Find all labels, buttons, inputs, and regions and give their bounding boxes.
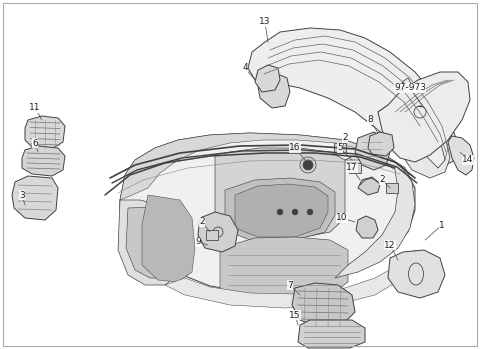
Polygon shape	[225, 178, 335, 240]
Text: 1: 1	[439, 221, 445, 230]
Circle shape	[307, 209, 313, 215]
Polygon shape	[120, 133, 415, 200]
Polygon shape	[292, 283, 355, 328]
Polygon shape	[126, 207, 178, 278]
Text: 9: 9	[195, 238, 201, 246]
Polygon shape	[220, 237, 348, 302]
Text: 10: 10	[336, 214, 348, 223]
Text: 2: 2	[199, 217, 205, 227]
Polygon shape	[388, 250, 445, 298]
Circle shape	[292, 209, 298, 215]
Polygon shape	[248, 28, 458, 168]
Polygon shape	[335, 155, 415, 278]
Text: 16: 16	[289, 143, 301, 153]
Circle shape	[277, 209, 283, 215]
Polygon shape	[358, 177, 380, 195]
Text: 15: 15	[289, 311, 301, 319]
Polygon shape	[255, 65, 280, 92]
Text: 5: 5	[337, 143, 343, 153]
Polygon shape	[257, 72, 290, 108]
Polygon shape	[206, 230, 218, 240]
Polygon shape	[22, 146, 65, 176]
Polygon shape	[378, 72, 470, 162]
Text: 3: 3	[19, 191, 25, 200]
Polygon shape	[120, 133, 415, 290]
Text: 12: 12	[384, 240, 396, 250]
Polygon shape	[386, 183, 398, 193]
Text: 7: 7	[287, 281, 293, 290]
Polygon shape	[378, 78, 450, 178]
Polygon shape	[215, 148, 345, 238]
Circle shape	[303, 160, 313, 170]
Polygon shape	[142, 195, 195, 282]
Text: 11: 11	[29, 104, 41, 112]
Polygon shape	[368, 132, 394, 156]
Polygon shape	[198, 212, 238, 252]
Polygon shape	[298, 320, 365, 348]
Polygon shape	[25, 116, 65, 150]
Text: 4: 4	[242, 64, 248, 73]
Text: 2: 2	[379, 176, 385, 185]
Polygon shape	[356, 216, 378, 238]
Polygon shape	[355, 132, 390, 170]
Polygon shape	[165, 250, 415, 308]
Text: 8: 8	[367, 116, 373, 125]
Polygon shape	[349, 163, 361, 173]
Text: 14: 14	[462, 156, 474, 164]
Polygon shape	[12, 176, 58, 220]
Text: 2: 2	[342, 134, 348, 142]
Polygon shape	[235, 184, 328, 237]
Polygon shape	[448, 136, 474, 175]
Text: 13: 13	[259, 17, 271, 27]
Text: 97-973: 97-973	[394, 83, 426, 92]
Text: 6: 6	[32, 139, 38, 148]
Text: 17: 17	[346, 163, 358, 172]
Polygon shape	[118, 200, 185, 285]
Polygon shape	[334, 143, 346, 153]
